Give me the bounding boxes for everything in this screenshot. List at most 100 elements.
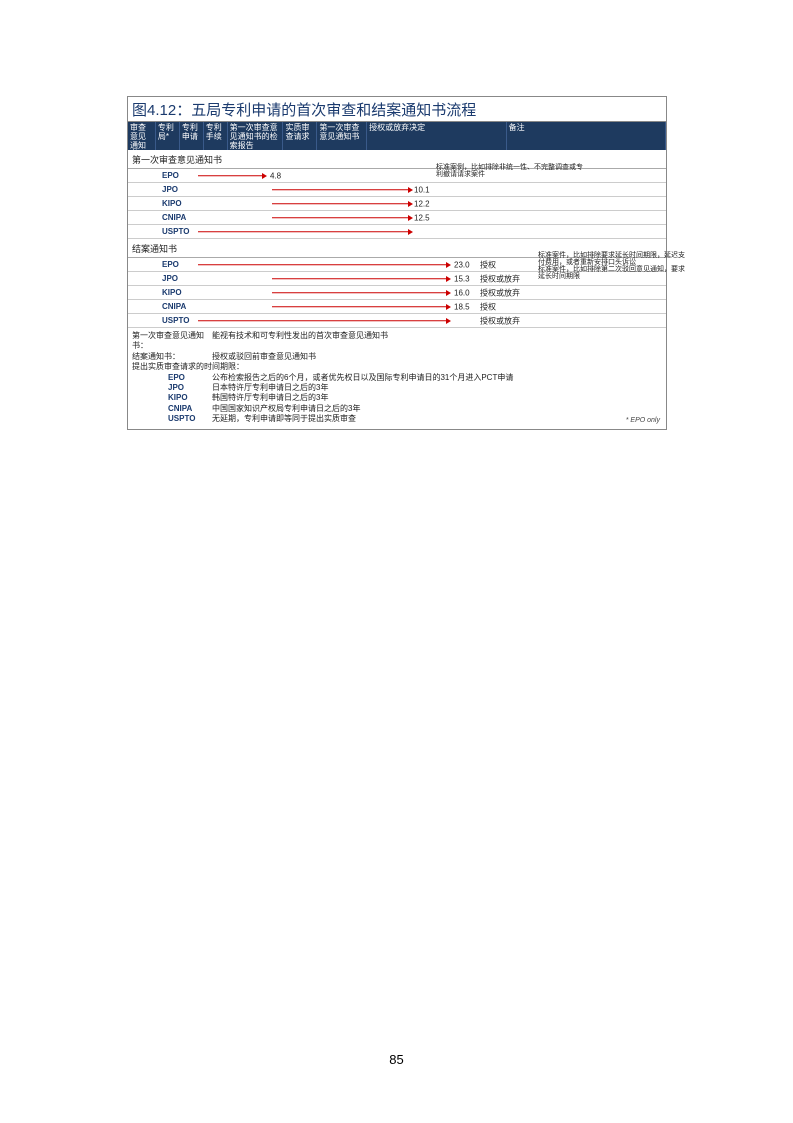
arrow-container: 4.8标准案例，比如排除非统一性、不完整调查或专利撤请请求案件	[198, 169, 666, 183]
deadline-text: 中国国家知识产权局专利申请日之后的3年	[212, 404, 662, 414]
office-label: CNIPA	[162, 213, 198, 222]
deadline-row: JPO日本特许厅专利申请日之后的3年	[168, 383, 662, 393]
value-label: 18.5	[454, 302, 470, 311]
arrow-head-icon	[408, 187, 413, 193]
arrow-line	[272, 292, 446, 294]
arrow-line	[272, 306, 446, 308]
deadline-office: USPTO	[168, 414, 212, 424]
arrow-line	[198, 320, 446, 322]
office-row: JPO 10.1	[128, 183, 666, 197]
arrow-head-icon	[262, 173, 267, 179]
office-label: KIPO	[162, 199, 198, 208]
arrow-line	[198, 231, 408, 233]
deadline-text: 韩国特许厅专利申请日之后的3年	[212, 393, 662, 403]
office-row: CNIPA 12.5	[128, 211, 666, 225]
decision-label: 授权或放弃	[480, 273, 520, 284]
figure-container: 图4.12：五局专利申请的首次审查和结案通知书流程 审查意见通知书专利局*专利申…	[127, 96, 667, 430]
arrow-container: 12.5	[198, 211, 666, 225]
page-number: 85	[0, 1052, 793, 1067]
deadline-row: EPO公布检索报告之后的6个月，或者优先权日以及国际专利申请日的31个月进入PC…	[168, 373, 662, 383]
arrow-line	[198, 264, 446, 266]
value-label: 23.0	[454, 260, 470, 269]
deadline-text: 无延期，专利申请即等同于提出实质审查	[212, 414, 662, 424]
value-label: 4.8	[270, 171, 281, 180]
arrow-container: 10.1	[198, 183, 666, 197]
value-label: 16.0	[454, 288, 470, 297]
arrow-container: 12.2	[198, 197, 666, 211]
arrow-container: 18.5 授权	[198, 300, 666, 314]
arrow-head-icon	[446, 304, 451, 310]
header-cell: 备注	[507, 122, 666, 150]
decision-label: 授权或放弃	[480, 315, 520, 326]
arrow-head-icon	[446, 262, 451, 268]
office-label: CNIPA	[162, 302, 198, 311]
note-def1-val: 能视有技术和可专利性发出的首次审查意见通知书	[212, 331, 662, 352]
office-row: EPO4.8标准案例，比如排除非统一性、不完整调查或专利撤请请求案件	[128, 169, 666, 183]
epo-only-note: * EPO only	[626, 416, 660, 425]
deadlines: EPO公布检索报告之后的6个月，或者优先权日以及国际专利申请日的31个月进入PC…	[132, 373, 662, 425]
remark-label: 标准案例，比如排除非统一性、不完整调查或专利撤请请求案件	[436, 164, 586, 179]
deadline-office: EPO	[168, 373, 212, 383]
header-cell: 第一次审查意见通知书	[317, 122, 367, 150]
deadline-row: KIPO韩国特许厅专利申请日之后的3年	[168, 393, 662, 403]
header-cell: 专利局*	[156, 122, 180, 150]
deadline-row: USPTO无延期，专利申请即等同于提出实质审查	[168, 414, 662, 424]
header-cell: 专利手续	[204, 122, 228, 150]
office-row: JPO15.3授权或放弃标准案件，比如排除第二次驳回意见通知，要求延长时间期限	[128, 272, 666, 286]
office-row: KIPO 16.0 授权或放弃	[128, 286, 666, 300]
arrow-container: 授权或放弃	[198, 314, 666, 328]
office-label: EPO	[162, 171, 198, 180]
remark-label: 标准案件，比如排除第二次驳回意见通知，要求延长时间期限	[538, 266, 688, 281]
header-cell: 第一次审查意见通知书的检索报告	[228, 122, 284, 150]
deadline-office: CNIPA	[168, 404, 212, 414]
header-cell: 审查意见通知书	[128, 122, 156, 150]
figure-title: 图4.12：五局专利申请的首次审查和结案通知书流程	[128, 97, 666, 122]
office-label: USPTO	[162, 316, 198, 325]
deadline-office: KIPO	[168, 393, 212, 403]
decision-label: 授权	[480, 301, 496, 312]
office-label: USPTO	[162, 227, 198, 236]
value-label: 12.2	[414, 199, 430, 208]
section2-rows: EPO23.0授权标准案件，比如排除要求延长时间期限，延迟支付费用，或者重新安排…	[128, 258, 666, 328]
value-label: 12.5	[414, 213, 430, 222]
arrow-head-icon	[408, 229, 413, 235]
deadline-text: 公布检索报告之后的6个月，或者优先权日以及国际专利申请日的31个月进入PCT申请	[212, 373, 662, 383]
deadline-row: CNIPA中国国家知识产权局专利申请日之后的3年	[168, 404, 662, 414]
header-cell: 授权或放弃决定	[367, 122, 506, 150]
arrow-line	[272, 203, 408, 205]
office-label: KIPO	[162, 288, 198, 297]
arrow-head-icon	[408, 215, 413, 221]
arrow-line	[272, 278, 446, 280]
arrow-line	[272, 189, 408, 191]
note-def2-key: 结案通知书：	[132, 352, 212, 362]
arrow-head-icon	[446, 318, 451, 324]
decision-label: 授权	[480, 259, 496, 270]
note-def1-key: 第一次审查意见通知书：	[132, 331, 212, 352]
arrow-container: 15.3授权或放弃标准案件，比如排除第二次驳回意见通知，要求延长时间期限	[198, 272, 666, 286]
decision-label: 授权或放弃	[480, 287, 520, 298]
value-label: 10.1	[414, 185, 430, 194]
header-cell: 专利申请	[180, 122, 204, 150]
deadline-header: 提出实质审查请求的时间期限：	[132, 362, 662, 372]
header-cell: 实质审查请求	[283, 122, 317, 150]
office-row: KIPO 12.2	[128, 197, 666, 211]
office-label: JPO	[162, 185, 198, 194]
arrow-head-icon	[408, 201, 413, 207]
office-row: USPTO 授权或放弃	[128, 314, 666, 328]
office-label: JPO	[162, 274, 198, 283]
header-row: 审查意见通知书专利局*专利申请专利手续第一次审查意见通知书的检索报告实质审查请求…	[128, 122, 666, 150]
arrow-line	[198, 175, 262, 177]
arrow-head-icon	[446, 276, 451, 282]
notes-area: 第一次审查意见通知书： 能视有技术和可专利性发出的首次审查意见通知书 结案通知书…	[128, 328, 666, 429]
value-label: 15.3	[454, 274, 470, 283]
arrow-head-icon	[446, 290, 451, 296]
office-row: USPTO	[128, 225, 666, 239]
deadline-text: 日本特许厅专利申请日之后的3年	[212, 383, 662, 393]
office-row: CNIPA 18.5 授权	[128, 300, 666, 314]
section1-rows: EPO4.8标准案例，比如排除非统一性、不完整调查或专利撤请请求案件JPO10.…	[128, 169, 666, 239]
arrow-container	[198, 225, 666, 239]
arrow-line	[272, 217, 408, 219]
office-label: EPO	[162, 260, 198, 269]
arrow-container: 16.0 授权或放弃	[198, 286, 666, 300]
deadline-office: JPO	[168, 383, 212, 393]
